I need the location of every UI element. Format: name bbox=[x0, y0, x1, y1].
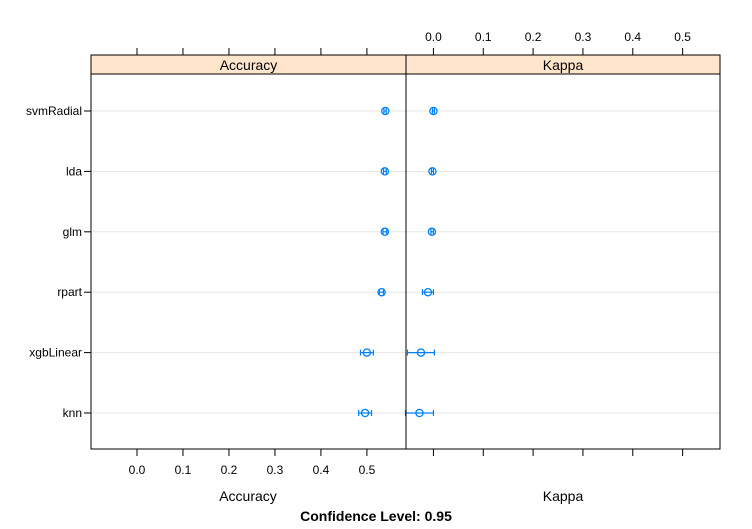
x-axis-title-kappa: Kappa bbox=[543, 488, 584, 504]
strip-label-kappa: Kappa bbox=[543, 57, 584, 73]
y-label-lda: lda bbox=[66, 164, 82, 178]
point-kappa-svmradial bbox=[429, 106, 438, 116]
tick-label-kappa-0: 0.0 bbox=[425, 30, 442, 44]
point-accuracy-rpart bbox=[377, 287, 386, 297]
tick-label-accuracy-4: 0.4 bbox=[313, 463, 330, 477]
panel-border-accuracy bbox=[90, 73, 407, 450]
point-kappa-rpart bbox=[423, 287, 433, 297]
point-kappa-knn bbox=[415, 408, 424, 418]
point-kappa-xgblinear bbox=[416, 348, 426, 357]
point-accuracy-xgblinear bbox=[362, 348, 372, 357]
point-accuracy-knn bbox=[360, 408, 370, 418]
point-kappa-glm bbox=[427, 227, 437, 237]
y-label-rpart: rpart bbox=[57, 285, 82, 299]
x-axis-title-accuracy: Accuracy bbox=[219, 488, 277, 504]
y-label-glm: glm bbox=[63, 225, 82, 239]
tick-label-accuracy-0: 0.0 bbox=[129, 463, 146, 477]
labels: Accuracy 0.0 0.1 0.2 0.3 0.4 0.5 Kappa 0.0 0.1 0.2… bbox=[26, 30, 691, 477]
confidence-level-subtitle: Confidence Level: 0.95 bbox=[300, 508, 452, 524]
point-kappa-lda bbox=[428, 167, 437, 176]
tick-label-accuracy-2: 0.2 bbox=[221, 463, 238, 477]
panel-border-kappa bbox=[405, 73, 721, 450]
tick-label-kappa-2: 0.2 bbox=[525, 30, 542, 44]
panel-frames bbox=[84, 48, 721, 456]
tick-label-kappa-1: 0.1 bbox=[475, 30, 492, 44]
tick-label-accuracy-5: 0.5 bbox=[359, 463, 376, 477]
tick-label-kappa-5: 0.5 bbox=[674, 30, 691, 44]
y-label-svmradial: svmRadial bbox=[26, 104, 82, 118]
y-label-knn: knn bbox=[63, 406, 82, 420]
tick-label-accuracy-1: 0.1 bbox=[175, 463, 192, 477]
strip-label-accuracy: Accuracy bbox=[220, 57, 278, 73]
data-marks bbox=[358, 106, 438, 418]
y-label-xgblinear: xgbLinear bbox=[29, 346, 82, 360]
tick-label-kappa-3: 0.3 bbox=[575, 30, 592, 44]
point-accuracy-lda bbox=[380, 167, 390, 176]
point-accuracy-svmradial bbox=[381, 106, 390, 116]
tick-label-kappa-4: 0.4 bbox=[624, 30, 641, 44]
tick-label-accuracy-3: 0.3 bbox=[267, 463, 284, 477]
point-accuracy-glm bbox=[380, 227, 390, 237]
gridlines bbox=[91, 110, 720, 414]
